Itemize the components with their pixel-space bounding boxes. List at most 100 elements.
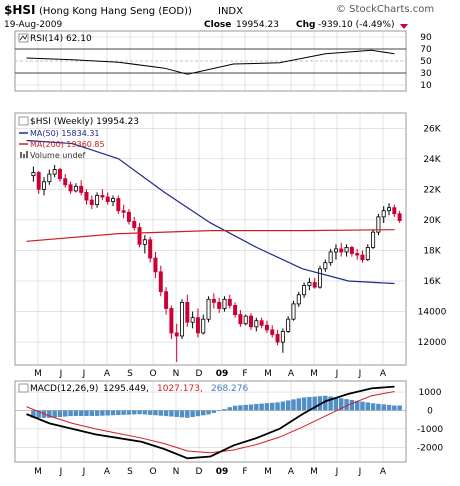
x-tick-label: J (59, 369, 63, 379)
candle-body (222, 298, 227, 309)
histogram-bar (142, 410, 148, 415)
x-tick-label: 09 (216, 467, 229, 477)
histogram-bar (126, 410, 132, 415)
candle-body (365, 246, 370, 261)
candle-body (312, 282, 317, 288)
histogram-bar (68, 410, 73, 417)
x-tick-label: M (34, 369, 42, 379)
histogram-bar (248, 404, 254, 411)
legend-volume-text: Volume undef (30, 151, 85, 160)
date-text: 19-Aug-2009 (4, 20, 63, 30)
candle-body (52, 169, 57, 175)
signal-line (26, 391, 395, 454)
histogram-bar (301, 397, 307, 411)
x-tick-label: M (310, 467, 318, 477)
candle-body (318, 268, 323, 288)
candle-body (185, 301, 190, 323)
histogram-bar (280, 401, 286, 411)
histogram-bar (94, 410, 100, 416)
down-arrow-icon (400, 24, 408, 29)
candle-body (100, 195, 105, 198)
candle-body (206, 298, 211, 320)
candle-body (153, 257, 158, 273)
histogram-bar (360, 401, 365, 411)
candle-body (360, 254, 365, 261)
histogram-bar (31, 410, 36, 418)
candle-body (180, 301, 185, 337)
histogram-bar (285, 400, 291, 411)
rsi-legend-icon (19, 34, 28, 41)
candle-body (84, 192, 89, 201)
rsi-tick-label: 70 (420, 45, 432, 55)
histogram-bar (201, 410, 206, 416)
x-tick-label: J (358, 467, 362, 477)
histogram-bar (116, 410, 121, 416)
candle-body (233, 305, 238, 316)
histogram-bar (270, 402, 275, 411)
price-tick-label: 20K (423, 216, 441, 226)
x-tick-label: A (104, 369, 111, 379)
histogram-bar (349, 399, 355, 411)
candle-body (201, 318, 206, 334)
candle-body (238, 314, 243, 325)
histogram-bar (105, 410, 110, 416)
x-tick-label: S (127, 467, 133, 477)
macd-legend-label: MACD(12,26,9) (30, 384, 98, 394)
axis-labels: M M J J J J A A S S O O N N D D 09 09 F F M M A A M M J J J J A A 90 70 50… (34, 33, 446, 477)
histogram-bar (275, 402, 280, 411)
price-tick-label: 16K (423, 277, 441, 287)
legend-hsi-text: $HSI (Weekly) 19954.23 (30, 117, 139, 127)
histogram-bar (259, 403, 264, 411)
candle-body (137, 227, 142, 245)
candle-body (68, 184, 73, 192)
candle-body (259, 320, 264, 326)
candle-body (307, 282, 312, 286)
histogram-bar (370, 403, 376, 411)
exchange-text: INDX (218, 6, 243, 17)
histogram-bar (264, 403, 270, 411)
x-tick-label: D (196, 369, 203, 379)
close-label: Close (204, 20, 231, 30)
macd-panel (14, 380, 407, 463)
candle-body (296, 294, 301, 305)
histogram-bar (365, 402, 371, 411)
histogram-bar (243, 404, 248, 411)
legend-swatch (18, 383, 29, 393)
watermark-text: © StockCharts.com (336, 4, 434, 15)
rsi-tick-label: 50 (420, 57, 432, 67)
candle-body (397, 213, 402, 222)
x-tick-label: A (380, 467, 387, 477)
histogram-bar (333, 397, 339, 411)
x-tick-label: M (310, 369, 318, 379)
candle-body (381, 210, 386, 218)
candle-body (89, 199, 94, 206)
candle-body (387, 207, 392, 212)
histogram-bar (174, 410, 179, 417)
candle-body (302, 285, 307, 296)
legend-swatch (18, 33, 29, 43)
histogram-bar (47, 410, 52, 418)
candle-body (280, 330, 285, 343)
candle-body (105, 196, 110, 202)
histogram-bar (376, 403, 381, 411)
candle-body (95, 195, 100, 206)
x-tick-label: 09 (216, 369, 229, 379)
candle-body (323, 262, 328, 270)
x-tick-label: D (196, 467, 203, 477)
x-tick-label: M (264, 369, 272, 379)
candle-body (174, 332, 179, 337)
histogram-bar (190, 410, 195, 417)
histogram-bar (185, 410, 190, 418)
legend-ma200-text: MA(200) 19360.85 (30, 140, 105, 149)
candle-body (355, 253, 360, 256)
x-tick-label: N (173, 369, 180, 379)
histogram-bar (179, 410, 185, 418)
histogram-bar (137, 410, 142, 415)
price-panel (14, 112, 407, 366)
candle-body (217, 301, 222, 309)
histogram-bar (392, 405, 397, 411)
legend-volume-icon (23, 154, 25, 158)
price-tick-label: 26K (423, 124, 441, 134)
histogram-bar (63, 410, 68, 417)
